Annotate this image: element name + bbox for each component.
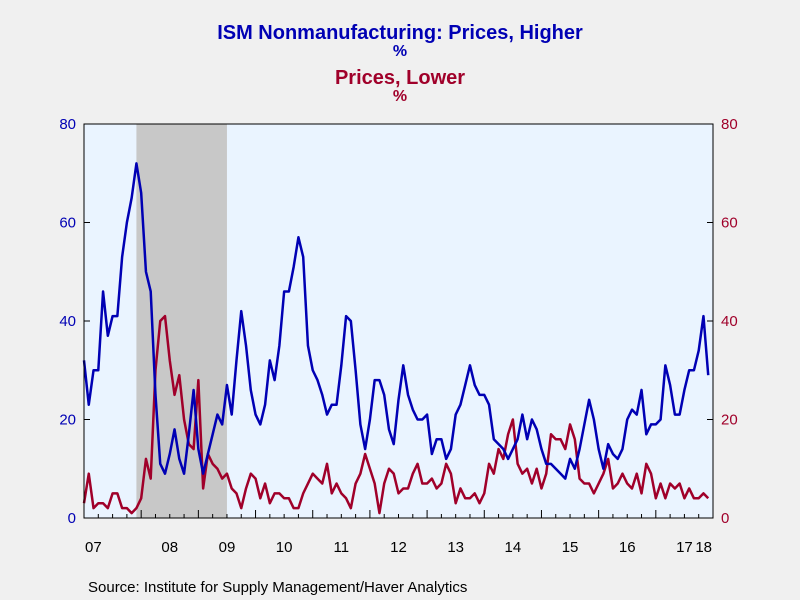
chart-title-higher: ISM Nonmanufacturing: Prices, Higher — [217, 22, 583, 44]
axis-layer: 0 20 40 60 80 0 20 40 60 80 07 08 09 10 11 12 13 14 15 16 17… — [59, 116, 737, 556]
x-tick-label: 09 — [219, 539, 236, 556]
y-right-tick-label: 80 — [721, 116, 738, 133]
chart-unit-lower: % — [393, 88, 407, 105]
series-line-prices-higher — [82, 162, 710, 480]
chart-source: Source: Institute for Supply Management/… — [88, 579, 467, 596]
y-right-tick-label: 40 — [721, 313, 738, 330]
recession-layer — [136, 124, 227, 518]
y-right-tick-label: 20 — [721, 412, 738, 429]
y-left-tick-label: 40 — [59, 313, 76, 330]
x-tick-label: 18 — [695, 539, 712, 556]
x-tick-label: 14 — [505, 539, 522, 556]
y-left-tick-label: 80 — [59, 116, 76, 133]
x-tick-label: 17 — [676, 539, 693, 556]
x-tick-label: 12 — [390, 539, 407, 556]
x-tick-label: 15 — [562, 539, 579, 556]
y-left-tick-label: 20 — [59, 412, 76, 429]
x-tick-label: 10 — [276, 539, 293, 556]
x-tick-label: 11 — [334, 539, 350, 556]
chart-unit-higher: % — [393, 43, 407, 60]
y-left-tick-label: 0 — [68, 510, 76, 527]
x-tick-label: 07 — [85, 539, 102, 556]
recession-band — [136, 124, 227, 518]
x-tick-label: 08 — [161, 539, 178, 556]
y-left-tick-label: 60 — [59, 215, 76, 232]
x-tick-label: 16 — [619, 539, 636, 556]
y-right-tick-label: 0 — [721, 510, 729, 527]
y-right-tick-label: 60 — [721, 215, 738, 232]
series-layer — [82, 162, 710, 515]
chart-title-lower: Prices, Lower — [335, 67, 465, 89]
x-tick-label: 13 — [447, 539, 464, 556]
